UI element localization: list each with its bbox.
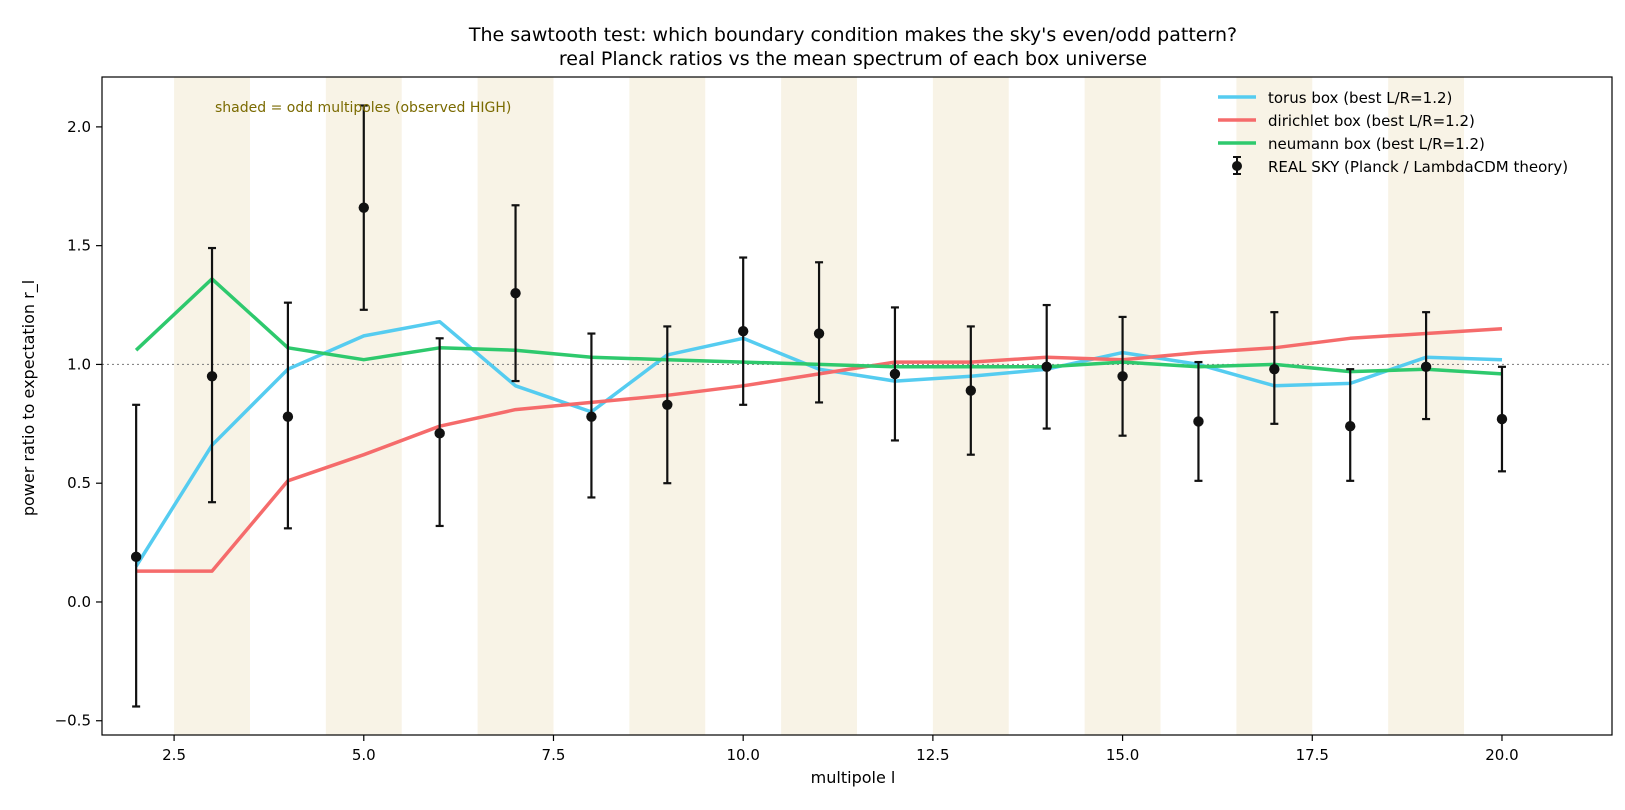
- observed-marker: [1041, 361, 1052, 373]
- observed-marker: [510, 287, 521, 299]
- observed-point-l5: [358, 104, 369, 311]
- shading-annotation: shaded = odd multipoles (observed HIGH): [215, 100, 511, 116]
- observed-points: [130, 104, 1508, 708]
- legend: torus box (best L/R=1.2) dirichlet box (…: [1218, 89, 1568, 176]
- y-tick-label: 0.0: [67, 593, 91, 611]
- observed-point-l4: [282, 301, 294, 530]
- observed-point-l19: [1420, 311, 1432, 421]
- legend-label-dirichlet: dirichlet box (best L/R=1.2): [1268, 112, 1475, 130]
- observed-marker: [1269, 363, 1280, 375]
- observed-point-l12: [889, 306, 901, 442]
- observed-marker: [1345, 420, 1356, 432]
- observed-point-l16: [1193, 360, 1204, 482]
- y-tick-label: 1.0: [67, 355, 91, 373]
- observed-marker: [434, 428, 445, 439]
- observed-marker: [889, 368, 901, 380]
- observed-marker: [586, 411, 597, 422]
- x-tick-label: 7.5: [542, 746, 566, 764]
- observed-point-l2: [130, 403, 142, 708]
- observed-point-l15: [1117, 315, 1128, 437]
- y-tick-label: 2.0: [67, 118, 91, 136]
- observed-marker: [1496, 413, 1508, 425]
- observed-point-l7: [510, 204, 521, 383]
- x-tick-label: 5.0: [352, 746, 376, 764]
- observed-marker: [1193, 416, 1204, 427]
- observed-marker: [282, 411, 294, 422]
- x-tick-label: 12.5: [916, 746, 949, 764]
- observed-point-l13: [965, 325, 977, 456]
- chart-title: The sawtooth test: which boundary condit…: [468, 24, 1237, 46]
- y-tick-label: −0.5: [55, 712, 91, 730]
- observed-point-l17: [1269, 311, 1280, 425]
- observed-point-l18: [1345, 368, 1356, 482]
- observed-point-l8: [586, 332, 597, 499]
- x-axis-label: multipole l: [811, 768, 896, 787]
- x-tick-label: 20.0: [1485, 746, 1518, 764]
- x-tick-label: 15.0: [1106, 746, 1139, 764]
- y-axis-ticks: −0.5 0.0 0.5 1.0 1.5 2.0: [55, 118, 102, 730]
- x-tick-label: 10.0: [726, 746, 759, 764]
- legend-swatch-observed: [1232, 156, 1242, 175]
- observed-point-l3: [206, 246, 218, 504]
- x-tick-label: 17.5: [1296, 746, 1329, 764]
- observed-marker: [1117, 371, 1128, 382]
- observed-point-l20: [1496, 365, 1508, 473]
- y-axis-label: power ratio to expectation r_l: [19, 280, 39, 516]
- observed-point-l14: [1041, 303, 1052, 430]
- chart-subtitle: real Planck ratios vs the mean spectrum …: [559, 48, 1147, 70]
- observed-marker: [130, 551, 142, 563]
- observed-point-l10: [737, 256, 749, 406]
- observed-point-l6: [434, 337, 445, 528]
- plot-frame: [101, 76, 1613, 736]
- observed-marker: [358, 202, 369, 213]
- observed-marker: [813, 328, 825, 339]
- y-tick-label: 1.5: [67, 237, 91, 255]
- legend-label-neumann: neumann box (best L/R=1.2): [1268, 135, 1485, 153]
- x-tick-label: 2.5: [162, 746, 186, 764]
- legend-label-torus: torus box (best L/R=1.2): [1268, 89, 1452, 107]
- legend-label-observed: REAL SKY (Planck / LambdaCDM theory): [1268, 158, 1568, 176]
- observed-point-l9: [662, 325, 673, 485]
- observed-marker: [965, 385, 977, 396]
- shade-band-l11: [781, 77, 857, 735]
- observed-marker: [662, 399, 673, 411]
- observed-marker: [206, 371, 218, 382]
- y-tick-label: 0.5: [67, 474, 91, 492]
- x-axis-ticks: 2.5 5.0 7.5 10.0 12.5 15.0 17.5 20.0: [162, 735, 1519, 764]
- observed-point-l11: [813, 261, 825, 404]
- observed-marker: [737, 325, 749, 337]
- observed-marker: [1420, 361, 1432, 373]
